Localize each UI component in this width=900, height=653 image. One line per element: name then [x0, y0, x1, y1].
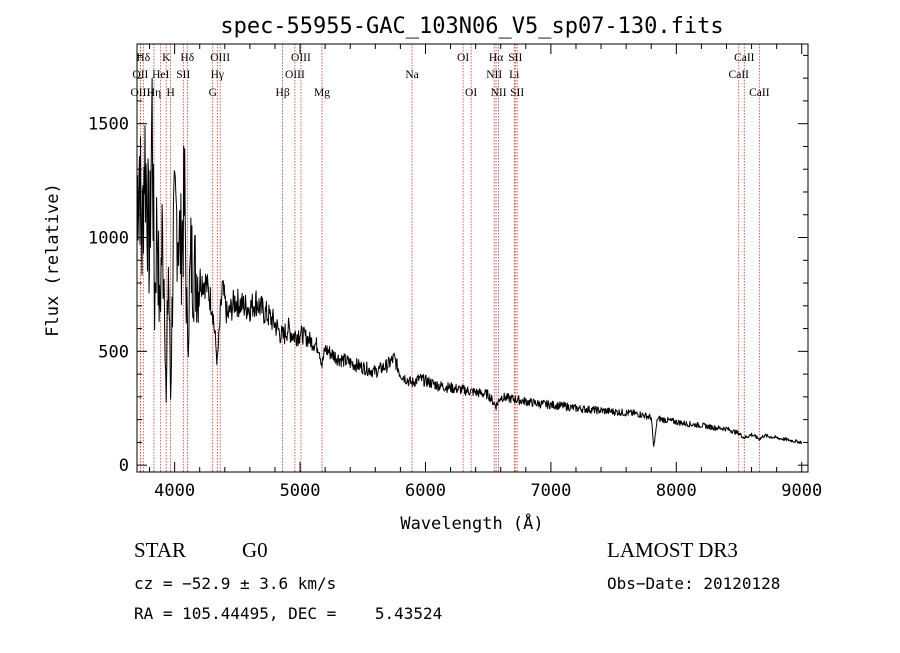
class-label: STAR	[134, 538, 186, 562]
line-label: NII	[491, 87, 507, 99]
x-tick-label: 5000	[280, 481, 321, 501]
line-label: OIII	[210, 52, 230, 64]
obs-date-text: Obs−Date: 20120128	[607, 574, 781, 593]
line-labels: Hδ K Hδ OIII OIII OI Hα SII CaII OII HeI SII Hγ OIII N…	[130, 52, 769, 99]
coords-text: RA = 105.44495, DEC = 5.43524	[134, 604, 443, 623]
chart-title: spec-55955-GAC_103N06_V5_sp07-130.fits	[220, 14, 723, 39]
line-label: Hα	[489, 52, 503, 64]
spectrum-line	[136, 77, 803, 447]
line-label: Na	[405, 69, 418, 81]
x-tick-label: 4000	[154, 481, 195, 501]
y-tick-label: 1000	[88, 229, 129, 249]
plot-frame	[136, 43, 809, 473]
y-axis-label: Flux (relative)	[43, 183, 63, 337]
redshift-text: cz = −52.9 ± 3.6 km/s	[134, 574, 337, 593]
axis-ticks: 4000 5000 6000 7000 8000 9000 0 500 1000 1500	[88, 44, 822, 501]
line-label: Hδ	[136, 52, 150, 64]
x-axis-label: Wavelength (Å)	[400, 512, 543, 534]
y-tick-label: 1500	[88, 115, 129, 135]
line-label: SII	[510, 87, 524, 99]
y-tick-label: 500	[98, 342, 129, 362]
x-tick-label: 7000	[530, 481, 571, 501]
line-label: Hδ	[180, 52, 194, 64]
line-label: CaII	[749, 87, 770, 99]
line-label: OIII	[291, 52, 311, 64]
line-label: OIII	[285, 69, 305, 81]
survey-label: LAMOST DR3	[607, 538, 738, 562]
line-label: SII	[176, 69, 190, 81]
line-label: SII	[508, 52, 522, 64]
line-label: K	[162, 52, 171, 64]
line-label: OII	[132, 69, 148, 81]
x-tick-label: 6000	[405, 481, 446, 501]
line-label: H	[166, 87, 174, 99]
line-markers	[139, 44, 760, 472]
line-label: CaII	[729, 69, 750, 81]
series-layer	[136, 77, 803, 447]
line-label: Mg	[314, 87, 330, 99]
line-label: HeI	[152, 69, 169, 81]
x-tick-label: 8000	[656, 481, 697, 501]
subclass-label: G0	[242, 538, 268, 562]
x-tick-label: 9000	[781, 481, 822, 501]
line-label: Hβ	[276, 87, 290, 99]
line-label: CaII	[734, 52, 755, 64]
line-label: G	[209, 87, 217, 99]
line-label: Hη	[147, 87, 161, 99]
line-label: OI	[465, 87, 477, 99]
line-label: Hγ	[211, 69, 224, 81]
line-label: OI	[457, 52, 469, 64]
line-label: NII	[486, 69, 502, 81]
y-tick-label: 0	[119, 456, 129, 476]
line-label: OIII	[130, 87, 150, 99]
line-label: Li	[509, 69, 519, 81]
